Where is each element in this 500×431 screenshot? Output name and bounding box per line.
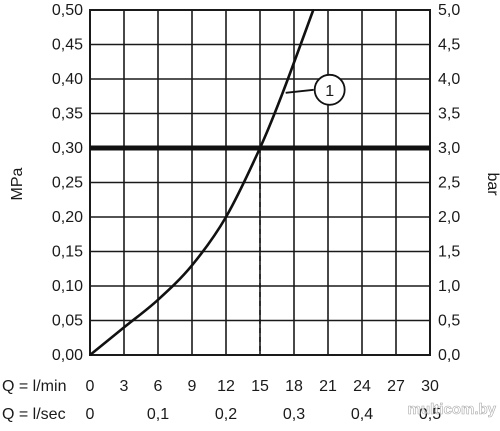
data-point: [191, 264, 193, 267]
x-lsec-tick-label: 0,5: [419, 406, 441, 423]
plot-frame: [89, 9, 431, 356]
callout-leader: [285, 88, 314, 94]
y-left-tick-label: 0,45: [52, 37, 83, 54]
grid: [90, 10, 430, 355]
y-right-tick-label: 2,0: [438, 209, 460, 226]
y-right-tick-label: 3,5: [438, 106, 460, 123]
y-left-tick-label: 0,35: [52, 106, 83, 123]
x-lsec-tick-label: 0,1: [147, 406, 169, 423]
x-lmin-tick-label: 24: [353, 378, 371, 395]
x-lmin-tick-label: 12: [217, 378, 235, 395]
y-right-tick-label: 1,0: [438, 278, 460, 295]
x-lsec-tick-label: 0: [86, 406, 95, 423]
x-lmin-tick-label: 6: [154, 378, 163, 395]
x-axis-lsec-title: Q = l/sec: [2, 406, 66, 423]
x-lsec-tick-label: 0,2: [215, 406, 237, 423]
y-axis-right-title: bar: [484, 172, 500, 196]
y-left-tick-label: 0,00: [52, 347, 83, 364]
data-point: [157, 299, 159, 301]
y-right-tick-label: 0,5: [438, 313, 460, 330]
data-point: [123, 326, 125, 329]
y-left-tick-label: 0,20: [52, 209, 83, 226]
callout-label: 1: [325, 83, 334, 100]
y-right-tick-label: 3,0: [438, 140, 460, 157]
watermark: multicom.by: [408, 401, 497, 418]
y-right-tick-label: 5,0: [438, 2, 460, 19]
x-lmin-tick-label: 15: [251, 378, 269, 395]
data-point: [89, 354, 91, 356]
x-axis-lmin-title: Q = l/min: [2, 378, 66, 395]
data-point: [312, 9, 315, 11]
callout-circle: [313, 73, 346, 106]
annotations: 1: [90, 73, 430, 355]
y-right-tick-label: 4,5: [438, 37, 460, 54]
y-right-tick-label: 2,5: [438, 175, 460, 192]
x-lmin-tick-label: 30: [421, 378, 439, 395]
y-axis-left: 0,00 0,05 0,10 0,15 0,20 0,25 0,30 0,35 0,40 0,45…: [52, 2, 83, 364]
y-left-tick-label: 0,40: [52, 71, 83, 88]
x-lmin-tick-label: 27: [387, 378, 405, 395]
y-left-tick-label: 0,15: [52, 244, 83, 261]
y-right-tick-label: 0,0: [438, 347, 460, 364]
x-axis-lmin: 0 3 6 9 12 15 18 21 24 27 30: [86, 378, 439, 395]
x-lmin-tick-label: 21: [319, 378, 337, 395]
y-left-tick-label: 0,30: [52, 140, 83, 157]
y-right-tick-label: 4,0: [438, 71, 460, 88]
data-point: [281, 92, 284, 94]
y-left-tick-label: 0,50: [52, 2, 83, 19]
x-lmin-tick-label: 18: [285, 378, 303, 395]
y-axis-right: 0,0 0,5 1,0 1,5 2,0 2,5 3,0 3,5 4,0 4,5 5,0: [438, 2, 460, 364]
y-right-tick-label: 1,5: [438, 244, 460, 261]
x-lsec-tick-label: 0,4: [351, 406, 373, 423]
x-lmin-tick-label: 3: [120, 378, 129, 395]
x-lmin-tick-label: 9: [188, 378, 197, 395]
y-left-tick-label: 0,25: [52, 175, 83, 192]
x-lsec-tick-label: 0,3: [283, 406, 305, 423]
plot-border: [89, 9, 431, 356]
y-axis-left-title: MPa: [9, 167, 26, 200]
data-point: [225, 216, 227, 218]
y-left-tick-label: 0,10: [52, 278, 83, 295]
y-left-tick-label: 0,05: [52, 313, 83, 330]
x-axis-lsec: 0 0,1 0,2 0,3 0,4 0,5: [86, 406, 442, 423]
x-lmin-tick-label: 0: [86, 378, 95, 395]
